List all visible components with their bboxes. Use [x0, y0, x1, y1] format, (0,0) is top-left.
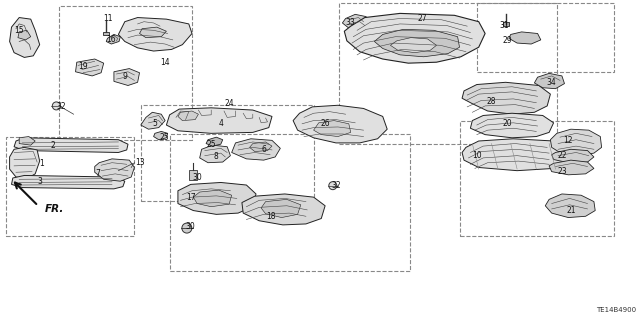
Polygon shape	[18, 30, 31, 40]
Text: 6: 6	[262, 145, 267, 154]
Text: 32: 32	[56, 102, 66, 111]
Text: 9: 9	[122, 72, 127, 81]
Text: 30: 30	[192, 173, 202, 182]
Text: 15: 15	[14, 26, 24, 35]
Text: 7: 7	[95, 169, 100, 178]
Text: FR.: FR.	[45, 204, 65, 214]
Text: 27: 27	[417, 14, 428, 23]
Polygon shape	[545, 194, 595, 218]
Bar	[460, 121, 614, 236]
Text: 10: 10	[472, 151, 482, 160]
Polygon shape	[342, 14, 368, 29]
Text: 26: 26	[320, 119, 330, 128]
Polygon shape	[10, 18, 40, 57]
Polygon shape	[76, 59, 104, 76]
Text: 25: 25	[206, 140, 216, 149]
Text: 13: 13	[134, 158, 145, 167]
Polygon shape	[250, 142, 272, 152]
Polygon shape	[242, 194, 325, 225]
Text: 12: 12	[564, 136, 573, 145]
Polygon shape	[10, 147, 40, 179]
Text: 17: 17	[186, 193, 196, 202]
Text: 21: 21	[567, 206, 576, 215]
Text: 14: 14	[160, 58, 170, 67]
Polygon shape	[200, 145, 230, 163]
Polygon shape	[462, 82, 550, 114]
Text: 28: 28	[487, 97, 496, 106]
Text: 24: 24	[224, 99, 234, 108]
Text: 30: 30	[186, 222, 196, 231]
Text: 25: 25	[159, 133, 169, 142]
Bar	[102, 32, 109, 35]
Bar	[189, 170, 197, 180]
Bar	[141, 105, 314, 201]
Text: 33: 33	[346, 19, 356, 27]
Polygon shape	[178, 182, 256, 214]
Polygon shape	[140, 27, 166, 38]
Polygon shape	[166, 108, 272, 133]
Bar	[502, 22, 509, 26]
Polygon shape	[12, 175, 125, 189]
Polygon shape	[193, 190, 232, 207]
Polygon shape	[462, 139, 571, 171]
Polygon shape	[114, 69, 140, 85]
Polygon shape	[550, 129, 602, 156]
Text: 1: 1	[39, 159, 44, 168]
Polygon shape	[154, 131, 168, 140]
Text: 5: 5	[152, 119, 157, 128]
Polygon shape	[178, 111, 198, 121]
Text: 19: 19	[78, 63, 88, 71]
Polygon shape	[106, 34, 120, 44]
Polygon shape	[118, 18, 192, 51]
Polygon shape	[293, 105, 387, 143]
Text: 3: 3	[37, 177, 42, 186]
Text: 32: 32	[331, 181, 341, 190]
Bar	[59, 6, 192, 140]
Bar	[6, 137, 134, 236]
Circle shape	[329, 182, 337, 190]
Polygon shape	[206, 137, 223, 146]
Bar	[170, 134, 410, 271]
Text: 29: 29	[502, 36, 513, 45]
Polygon shape	[314, 121, 351, 137]
Text: 4: 4	[218, 119, 223, 128]
Text: 8: 8	[213, 152, 218, 161]
Polygon shape	[344, 13, 485, 63]
Polygon shape	[552, 149, 594, 163]
Text: 34: 34	[547, 78, 557, 87]
Polygon shape	[141, 112, 165, 129]
Text: TE14B4900: TE14B4900	[596, 307, 636, 313]
Polygon shape	[390, 38, 436, 53]
Text: 31: 31	[499, 21, 509, 30]
Circle shape	[52, 102, 60, 110]
Bar	[477, 3, 614, 72]
Text: 20: 20	[502, 119, 513, 128]
Polygon shape	[261, 199, 301, 218]
Text: 18: 18	[266, 212, 275, 221]
Polygon shape	[95, 159, 134, 181]
Circle shape	[182, 223, 192, 233]
Text: 11: 11	[103, 14, 112, 23]
Polygon shape	[374, 29, 460, 57]
Polygon shape	[534, 73, 564, 89]
Polygon shape	[509, 32, 541, 44]
Text: 23: 23	[557, 167, 567, 176]
Polygon shape	[232, 139, 280, 160]
Text: 2: 2	[51, 141, 56, 150]
Polygon shape	[14, 138, 128, 152]
Text: 22: 22	[557, 151, 566, 160]
Polygon shape	[470, 113, 554, 138]
Polygon shape	[19, 137, 35, 145]
Bar	[339, 3, 557, 144]
Text: 16: 16	[106, 35, 116, 44]
Polygon shape	[549, 160, 594, 175]
